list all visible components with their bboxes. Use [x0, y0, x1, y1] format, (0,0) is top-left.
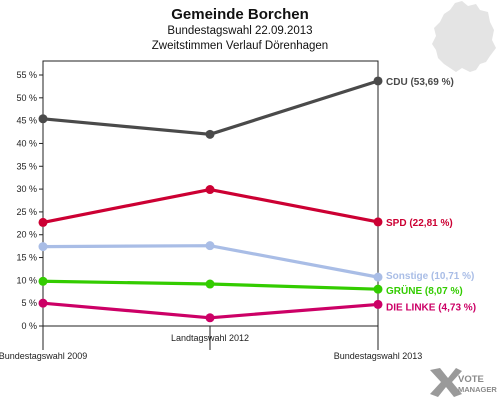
x-axis: Bundestagswahl 2009 Landtagswahl 2012 Bund…: [0, 326, 422, 361]
data-point: [205, 185, 215, 195]
y-tick-label: 35 %: [16, 161, 37, 171]
chart-title: Gemeinde Borchen: [171, 6, 309, 23]
data-point: [373, 299, 383, 309]
x-mark-icon: [430, 368, 462, 397]
data-point: [38, 242, 48, 252]
y-tick-label: 30 %: [16, 184, 37, 194]
data-point: [38, 114, 48, 124]
data-point: [205, 279, 215, 289]
series-layer: [38, 76, 383, 323]
y-tick-label: 55 %: [16, 70, 37, 80]
y-tick-label: 40 %: [16, 138, 37, 148]
series-end-label: Sonstige (10,71 %): [386, 271, 474, 282]
x-tick-label: Bundestagswahl 2009: [0, 351, 87, 361]
series-end-label: SPD (22,81 %): [386, 218, 453, 229]
y-tick-label: 10 %: [16, 275, 37, 285]
y-tick-label: 5 %: [21, 298, 37, 308]
data-point: [373, 284, 383, 294]
chart-subtitle-date: Bundestagswahl 22.09.2013: [167, 25, 312, 37]
logo-manager-text: MANAGER: [458, 385, 497, 394]
y-tick-label: 0 %: [21, 321, 37, 331]
data-point: [205, 129, 215, 139]
logo-vote-text: VOTE: [458, 374, 484, 385]
data-point: [38, 217, 48, 227]
data-point: [205, 241, 215, 251]
y-tick-label: 50 %: [16, 93, 37, 103]
data-point: [373, 272, 383, 282]
x-tick-label: Landtagswahl 2012: [171, 333, 249, 343]
series-end-label: CDU (53,69 %): [386, 77, 454, 88]
vote-manager-logo: VOTE MANAGER: [430, 368, 497, 397]
end-labels: CDU (53,69 %) SPD (22,81 %) Sonstige (10,7…: [386, 77, 476, 313]
y-tick-label: 20 %: [16, 230, 37, 240]
data-point: [373, 217, 383, 227]
data-point: [38, 298, 48, 308]
series-end-label: DIE LINKE (4,73 %): [386, 302, 476, 313]
germany-map-icon: [432, 1, 496, 72]
data-point: [205, 313, 215, 323]
data-point: [373, 76, 383, 86]
y-tick-label: 25 %: [16, 207, 37, 217]
chart-subtitle-detail: Zweitstimmen Verlauf Dörenhagen: [152, 40, 328, 52]
y-axis: 0 % 5 % 10 % 15 % 20 % 25 % 30 % 35 % 40 % 45 % 50…: [16, 70, 43, 331]
data-point: [38, 276, 48, 286]
y-tick-label: 15 %: [16, 253, 37, 263]
x-tick-label: Bundestagswahl 2013: [334, 351, 423, 361]
y-tick-label: 45 %: [16, 116, 37, 126]
series-end-label: GRÜNE (8,07 %): [386, 284, 463, 297]
